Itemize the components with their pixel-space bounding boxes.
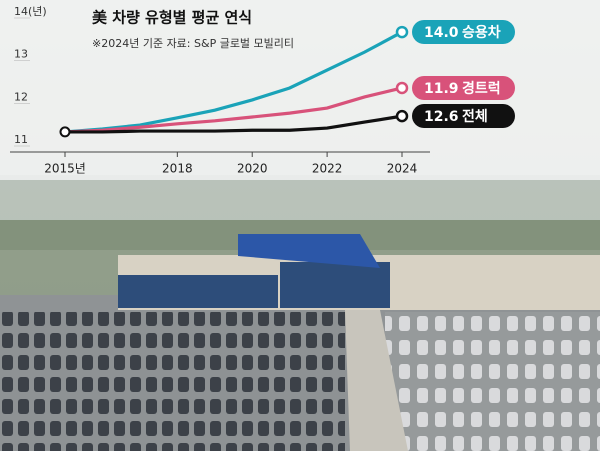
y-tick-label: 12 <box>14 90 28 103</box>
parked-cars <box>385 312 600 451</box>
series-line <box>65 114 403 134</box>
parked-cars <box>0 312 345 451</box>
start-marker <box>59 126 71 138</box>
series-line <box>64 30 403 134</box>
y-tick-label: 14(년) <box>14 5 47 18</box>
chart-subtitle: ※2024년 기준 자료: S&P 글로벌 모빌리티 <box>92 37 294 50</box>
legend-label: 승용차 <box>462 25 501 41</box>
x-tick-label: 2015년 <box>44 162 86 176</box>
y-tick-label: 13 <box>14 48 28 61</box>
end-label: 14.0 <box>424 25 459 41</box>
walkway <box>345 310 408 451</box>
legend-label: 경트럭 <box>462 80 501 97</box>
end-marker <box>395 25 409 39</box>
legend-label: 전체 <box>462 108 488 125</box>
x-tick-label: 2018 <box>162 162 193 176</box>
y-tick-label: 11 <box>14 133 28 146</box>
end-label: 11.9 <box>424 81 459 97</box>
label-box <box>412 20 515 44</box>
label-box <box>412 104 515 128</box>
series-line <box>64 86 403 134</box>
store-entrance <box>280 262 390 308</box>
label-box <box>412 76 515 100</box>
store-roof <box>238 234 380 268</box>
chart-title: 美 차량 유형별 평균 연식 <box>92 9 252 27</box>
end-marker <box>395 81 409 95</box>
x-tick-label: 2024 <box>387 162 418 176</box>
store-windows <box>118 275 278 308</box>
x-tick-label: 2020 <box>237 162 268 176</box>
x-tick-label: 2022 <box>312 162 343 176</box>
end-marker <box>395 109 409 123</box>
end-label: 12.6 <box>424 109 459 125</box>
